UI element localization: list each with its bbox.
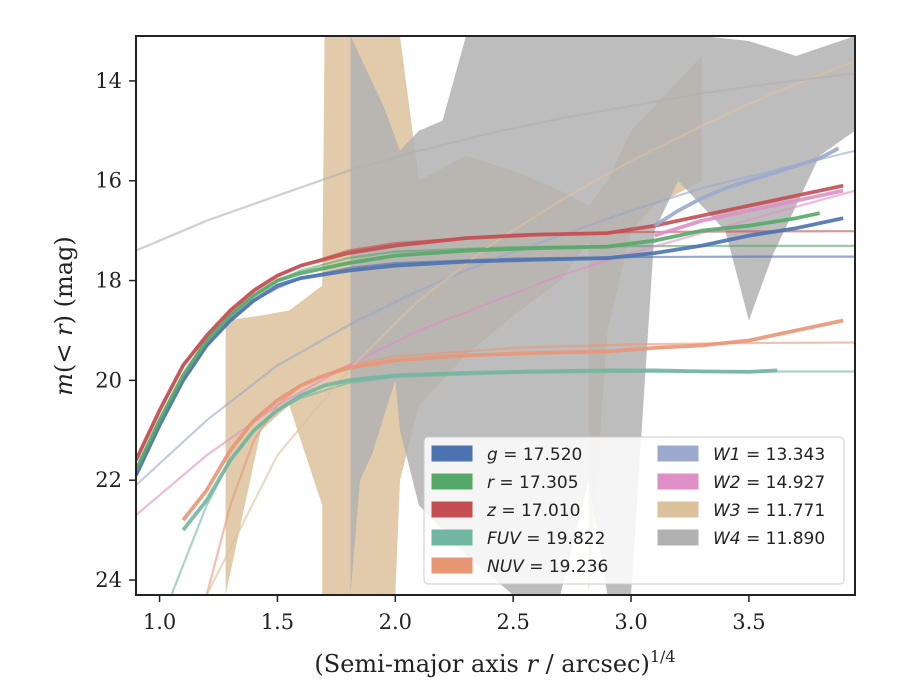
- legend-swatch-w4: [657, 529, 699, 546]
- legend-swatch-w2: [657, 473, 699, 490]
- legend-swatch-w3: [657, 501, 699, 518]
- legend-label-w2: W2 = 14.927: [713, 473, 825, 493]
- legend: g = 17.520 W1 = 13.343 r = 17.305 W2 = 14.9…: [423, 436, 845, 585]
- legend-swatch-g: [431, 445, 473, 462]
- y-tick-label: 22: [95, 468, 122, 492]
- data-curve-g: [136, 216, 844, 477]
- x-axis-ticks: 1.0 1.5 2.0 2.5 3.0 3.5: [143, 595, 766, 634]
- y-tick-label: 14: [95, 69, 122, 93]
- x-tick-label: 2.5: [496, 610, 529, 634]
- legend-swatch-nuv: [431, 557, 473, 574]
- plot-frame: [135, 35, 856, 596]
- legend-swatch-fuv: [431, 529, 473, 546]
- x-axis-title: (Semi-major axis r / arcsec)1/4: [314, 647, 675, 678]
- legend-swatch-r: [431, 473, 473, 490]
- data-curve-w1: [653, 146, 840, 228]
- legend-label-w1: W1 = 13.343: [713, 445, 825, 465]
- data-curve-r: [136, 211, 820, 472]
- y-tick-label: 24: [95, 568, 122, 592]
- legend-swatch-w1: [657, 445, 699, 462]
- legend-label-z: z = 17.010: [486, 501, 580, 521]
- legend-label-r: r = 17.305: [487, 473, 579, 493]
- x-tick-label: 2.0: [379, 610, 412, 634]
- data-curve-nuv: [181, 318, 844, 522]
- legend-label-g: g = 17.520: [487, 445, 582, 465]
- y-tick-label: 20: [95, 368, 122, 392]
- data-curves: [136, 146, 844, 532]
- x-tick-label: 1.5: [261, 610, 294, 634]
- data-curve-z: [136, 183, 844, 462]
- y-axis-ticks: 14 16 18 20 22 24: [95, 69, 136, 592]
- legend-label-nuv: NUV = 19.236: [487, 557, 608, 577]
- legend-label-fuv: FUV = 19.822: [487, 529, 605, 549]
- legend-label-w4: W4 = 11.890: [713, 529, 825, 549]
- legend-box: [423, 436, 845, 585]
- x-tick-label: 1.0: [143, 610, 176, 634]
- y-tick-label: 16: [95, 169, 122, 193]
- y-axis-title: m(< r) (mag): [50, 236, 78, 396]
- y-tick-label: 18: [95, 269, 122, 293]
- model-curve-w3: [205, 59, 855, 595]
- legend-label-w3: W3 = 11.771: [713, 501, 825, 521]
- x-tick-label: 3.5: [732, 610, 765, 634]
- x-tick-label: 3.0: [614, 610, 647, 634]
- legend-swatch-z: [431, 501, 473, 518]
- model-curve-w4: [136, 72, 855, 252]
- data-curve-w2: [654, 188, 844, 238]
- data-curve-fuv: [181, 368, 778, 532]
